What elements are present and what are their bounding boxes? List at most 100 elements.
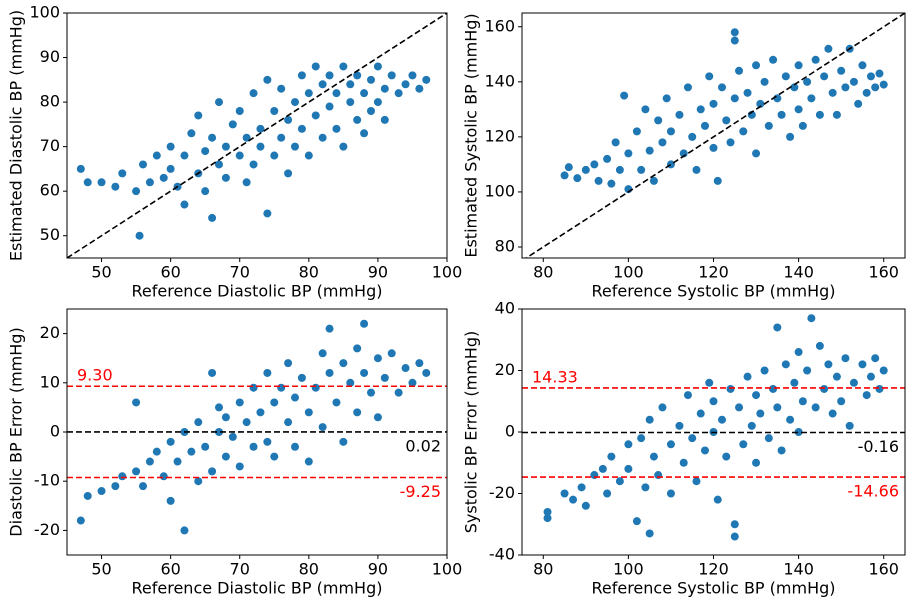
data-point (332, 89, 341, 98)
data-point (590, 160, 599, 169)
data-point (764, 434, 773, 443)
data-point (871, 354, 880, 363)
data-point (242, 178, 251, 187)
data-point (380, 84, 389, 93)
data-point (709, 143, 718, 152)
data-point (543, 514, 552, 523)
data-point (879, 366, 888, 375)
y-axis-label: Systolic BP Error (mmHg) (462, 331, 481, 533)
data-point (221, 413, 230, 422)
data-point (815, 110, 824, 119)
data-point (752, 391, 761, 400)
data-point (311, 111, 320, 120)
data-point (311, 62, 320, 71)
data-point (135, 231, 144, 240)
data-point (263, 437, 272, 446)
data-point (777, 110, 786, 119)
data-point (360, 368, 369, 377)
data-point (598, 464, 607, 473)
data-point (620, 91, 629, 100)
data-point (166, 437, 175, 446)
data-point (215, 160, 223, 169)
data-point (76, 164, 85, 173)
data-point (560, 489, 569, 498)
data-point (773, 323, 782, 332)
data-point (624, 149, 633, 158)
data-point (820, 384, 829, 393)
data-point (249, 160, 258, 169)
data-point (422, 368, 431, 377)
data-point (180, 151, 189, 160)
y-tick-label: 140 (484, 71, 515, 90)
y-tick-label: 80 (495, 236, 515, 255)
data-point (564, 163, 573, 172)
data-point (739, 127, 748, 136)
x-tick-label: 160 (868, 263, 899, 282)
data-point (752, 149, 761, 158)
data-point (325, 324, 334, 333)
data-point (637, 434, 646, 443)
data-point (394, 89, 403, 98)
data-point (615, 165, 624, 174)
y-tick-label: 0 (50, 422, 60, 441)
data-point (249, 442, 258, 451)
line-label: 9.30 (77, 366, 113, 385)
y-tick-label: -10 (34, 471, 60, 490)
x-tick-label: 50 (91, 263, 111, 282)
x-axis-label: Reference Diastolic BP (mmHg) (132, 282, 383, 301)
data-point (304, 151, 313, 160)
data-point (353, 344, 362, 353)
data-point (798, 397, 807, 406)
line-label: -0.16 (858, 437, 899, 456)
data-point (577, 483, 586, 492)
data-point (159, 173, 168, 182)
data-point (700, 121, 709, 130)
data-point (304, 457, 313, 466)
data-point (208, 213, 217, 222)
data-point (696, 409, 705, 418)
data-point (807, 314, 816, 323)
data-point (866, 72, 875, 81)
data-point (228, 432, 237, 441)
data-point (408, 71, 417, 80)
data-point (794, 348, 803, 357)
data-point (277, 133, 286, 142)
data-point (242, 133, 251, 142)
data-point (658, 138, 667, 147)
data-point (380, 373, 389, 382)
data-point (713, 495, 722, 504)
data-point (841, 83, 850, 92)
data-point (208, 133, 217, 142)
y-axis-label: Estimated Systolic BP (mmHg) (462, 13, 481, 257)
data-point (705, 72, 714, 81)
data-point (311, 383, 320, 392)
data-point (387, 349, 396, 358)
data-point (111, 182, 120, 191)
x-tick-label: 100 (613, 560, 644, 579)
y-tick-label: 70 (40, 136, 60, 155)
data-point (111, 482, 120, 491)
data-point (862, 88, 871, 97)
data-point (666, 127, 675, 136)
data-point (730, 94, 739, 103)
data-point (270, 151, 279, 160)
data-point (683, 391, 692, 400)
data-point (811, 55, 820, 64)
data-point (373, 354, 382, 363)
data-point (249, 89, 258, 98)
data-point (145, 178, 154, 187)
y-tick-label: 20 (495, 360, 515, 379)
data-point (387, 71, 396, 80)
data-point (221, 173, 230, 182)
data-point (743, 372, 752, 381)
data-point (543, 507, 552, 516)
data-point (730, 520, 739, 529)
data-point (824, 44, 833, 53)
data-point (118, 169, 127, 178)
data-point (339, 62, 348, 71)
data-point (346, 98, 355, 107)
data-point (807, 94, 816, 103)
data-point (318, 423, 327, 432)
data-point (180, 526, 189, 535)
y-axis-label: Estimated Diastolic BP (mmHg) (7, 10, 26, 261)
